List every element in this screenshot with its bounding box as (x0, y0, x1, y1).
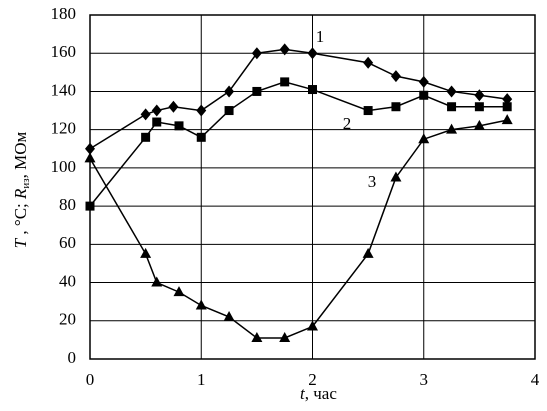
y-tick-label: 100 (51, 157, 77, 176)
marker (280, 77, 290, 87)
x-label-unit: , час (305, 384, 338, 403)
x-tick-label: 1 (197, 370, 206, 389)
series-label: 3 (368, 172, 377, 191)
marker (391, 102, 401, 112)
x-label-var: t (300, 384, 306, 403)
x-axis-label: t, час (300, 384, 337, 403)
series-line (89, 81, 508, 207)
y-axis-label: T , °C; Rиз, МОм (11, 131, 32, 248)
marker (307, 320, 318, 331)
marker (151, 276, 163, 287)
y-tick-label: 140 (51, 80, 77, 99)
marker (152, 117, 162, 127)
plot-frame (89, 14, 536, 360)
marker (84, 152, 96, 163)
series-line (89, 48, 508, 150)
series-label: 2 (343, 114, 352, 133)
y-label-unit2: , МОм (11, 131, 30, 178)
y-tick-label: 0 (68, 348, 77, 367)
y-label-unit: , °C; (11, 199, 30, 239)
marker (224, 85, 235, 98)
marker (85, 142, 95, 155)
marker (362, 247, 374, 258)
marker (224, 106, 234, 116)
series-label: 1 (316, 27, 325, 46)
marker (418, 75, 429, 88)
marker (174, 121, 184, 131)
marker (140, 108, 151, 121)
x-tick-label: 2 (308, 370, 317, 389)
marker (279, 331, 291, 342)
y-tick-label: 40 (59, 271, 76, 290)
marker (501, 114, 513, 125)
y-tick-label: 180 (51, 4, 77, 23)
marker (502, 102, 512, 112)
marker (446, 85, 457, 98)
marker (419, 90, 429, 100)
marker (279, 43, 290, 56)
marker (252, 86, 262, 96)
marker (363, 106, 373, 116)
marker (168, 100, 179, 113)
marker (151, 104, 162, 117)
marker (390, 70, 401, 83)
x-tick-label: 3 (420, 370, 429, 389)
marker (223, 310, 235, 321)
marker (473, 119, 485, 130)
marker (85, 201, 95, 211)
marker (474, 89, 485, 102)
marker (474, 102, 484, 112)
marker (447, 102, 457, 112)
y-label-sub: из (20, 178, 32, 188)
x-tick-label: 0 (86, 370, 95, 389)
y-label-var: T (11, 237, 30, 248)
marker (196, 104, 207, 117)
y-tick-label: 80 (59, 195, 76, 214)
marker (251, 47, 262, 60)
marker (308, 85, 317, 95)
marker (196, 132, 206, 142)
marker (446, 123, 458, 134)
y-tick-label: 20 (59, 310, 76, 329)
marker (140, 247, 152, 258)
marker (502, 93, 513, 106)
series-line (89, 119, 508, 339)
y-tick-label: 60 (59, 233, 76, 252)
marker (363, 56, 374, 69)
marker (390, 171, 402, 182)
y-tick-label: 120 (51, 119, 77, 138)
x-tick-label: 4 (531, 370, 540, 389)
marker (307, 47, 318, 60)
marker (418, 133, 430, 144)
marker (195, 299, 207, 310)
y-label-var2: R (11, 188, 30, 200)
marker (251, 331, 263, 342)
marker (173, 286, 185, 297)
y-tick-label: 160 (51, 42, 77, 61)
marker (141, 132, 151, 142)
